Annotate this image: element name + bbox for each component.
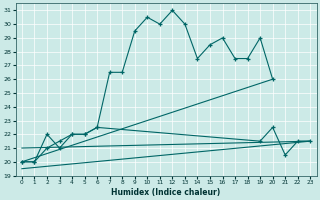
X-axis label: Humidex (Indice chaleur): Humidex (Indice chaleur) — [111, 188, 221, 197]
